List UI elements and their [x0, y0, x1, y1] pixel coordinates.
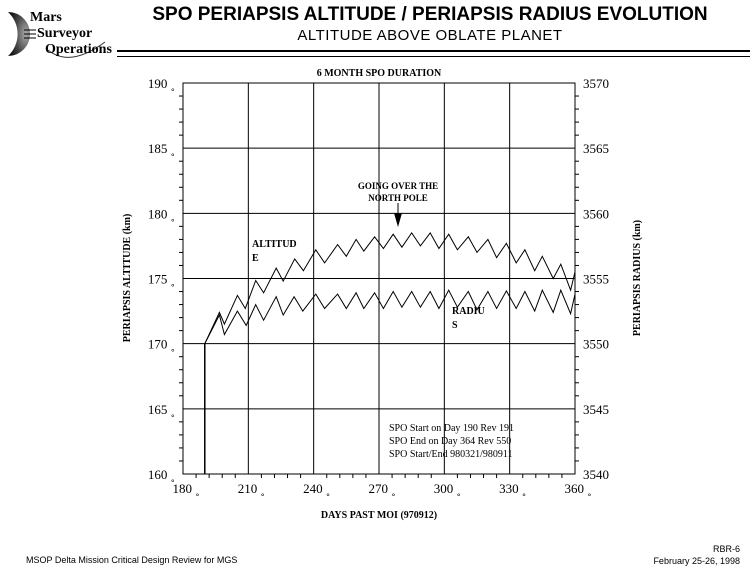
y2-tick-label: 3565 — [583, 141, 609, 156]
x-tick-label: 240 ˳ — [303, 481, 330, 496]
y2-tick-label: 3545 — [583, 402, 609, 417]
note-start: SPO Start on Day 190 Rev 191 — [389, 423, 514, 434]
north-pole-arrow — [394, 203, 402, 227]
series-line-radius — [204, 288, 576, 344]
y-tick-label: 160 ˳ — [148, 467, 175, 482]
series-line-altitude — [204, 231, 576, 344]
page-title: SPO PERIAPSIS ALTITUDE / PERIAPSIS RADIU… — [152, 4, 708, 25]
y-tick-label: 185 ˳ — [148, 141, 175, 156]
altitude-label-line2: E — [252, 253, 259, 264]
logo-line-2: Surveyor — [37, 26, 93, 41]
mars-surveyor-logo — [8, 12, 106, 58]
x-tick-label: 180 ˳ — [172, 481, 199, 496]
altitude-label-line1: ALTITUD — [252, 239, 297, 250]
y2-tick-label: 3550 — [583, 337, 609, 352]
annotation-north-pole-line2: NORTH POLE — [368, 193, 427, 203]
y-tick-label: 190 ˳ — [148, 76, 175, 91]
note-end: SPO End on Day 364 Rev 550 — [389, 436, 511, 447]
y-tick-label: 175 ˳ — [148, 272, 175, 287]
y2-axis-label: PERIAPSIS RADIUS (km) — [632, 220, 643, 336]
page-subtitle: ALTITUDE ABOVE OBLATE PLANET — [297, 27, 563, 44]
radius-label-line1: RADIU — [452, 306, 485, 317]
y-tick-label: 165 ˳ — [148, 402, 175, 417]
planet-icon — [8, 12, 30, 56]
x-tick-label: 360 ˳ — [564, 481, 591, 496]
annotation-north-pole-line1: GOING OVER THE — [358, 181, 438, 191]
x-axis-label: DAYS PAST MOI (970912) — [321, 510, 437, 521]
x-tick-label: 210 ˳ — [238, 481, 265, 496]
logo-line-1: Mars — [30, 10, 62, 25]
y2-tick-label: 3540 — [583, 467, 609, 482]
y2-tick-label: 3560 — [583, 206, 609, 221]
x-tick-label: 330 ˳ — [499, 481, 526, 496]
y2-tick-label: 3570 — [583, 76, 609, 91]
radius-label-line2: S — [452, 320, 458, 331]
y2-tick-label: 3555 — [583, 272, 609, 287]
footer-date: February 25-26, 1998 — [653, 556, 740, 566]
chart-title: 6 MONTH SPO DURATION — [317, 68, 442, 79]
y-tick-label: 180 ˳ — [148, 206, 175, 221]
x-tick-label: 300 ˳ — [434, 481, 461, 496]
header-rule — [117, 50, 750, 57]
footer-page-id: RBR-6 — [712, 544, 740, 554]
logo-line-3: Operations — [45, 42, 112, 57]
x-tick-label: 270 ˳ — [368, 481, 395, 496]
y-tick-label: 170 ˳ — [148, 337, 175, 352]
note-dates: SPO Start/End 980321/980911 — [389, 449, 513, 460]
y-axis-label: PERIAPSIS ALTITUDE (km) — [122, 214, 133, 343]
footer-review-title: MSOP Delta Mission Critical Design Revie… — [26, 555, 238, 565]
